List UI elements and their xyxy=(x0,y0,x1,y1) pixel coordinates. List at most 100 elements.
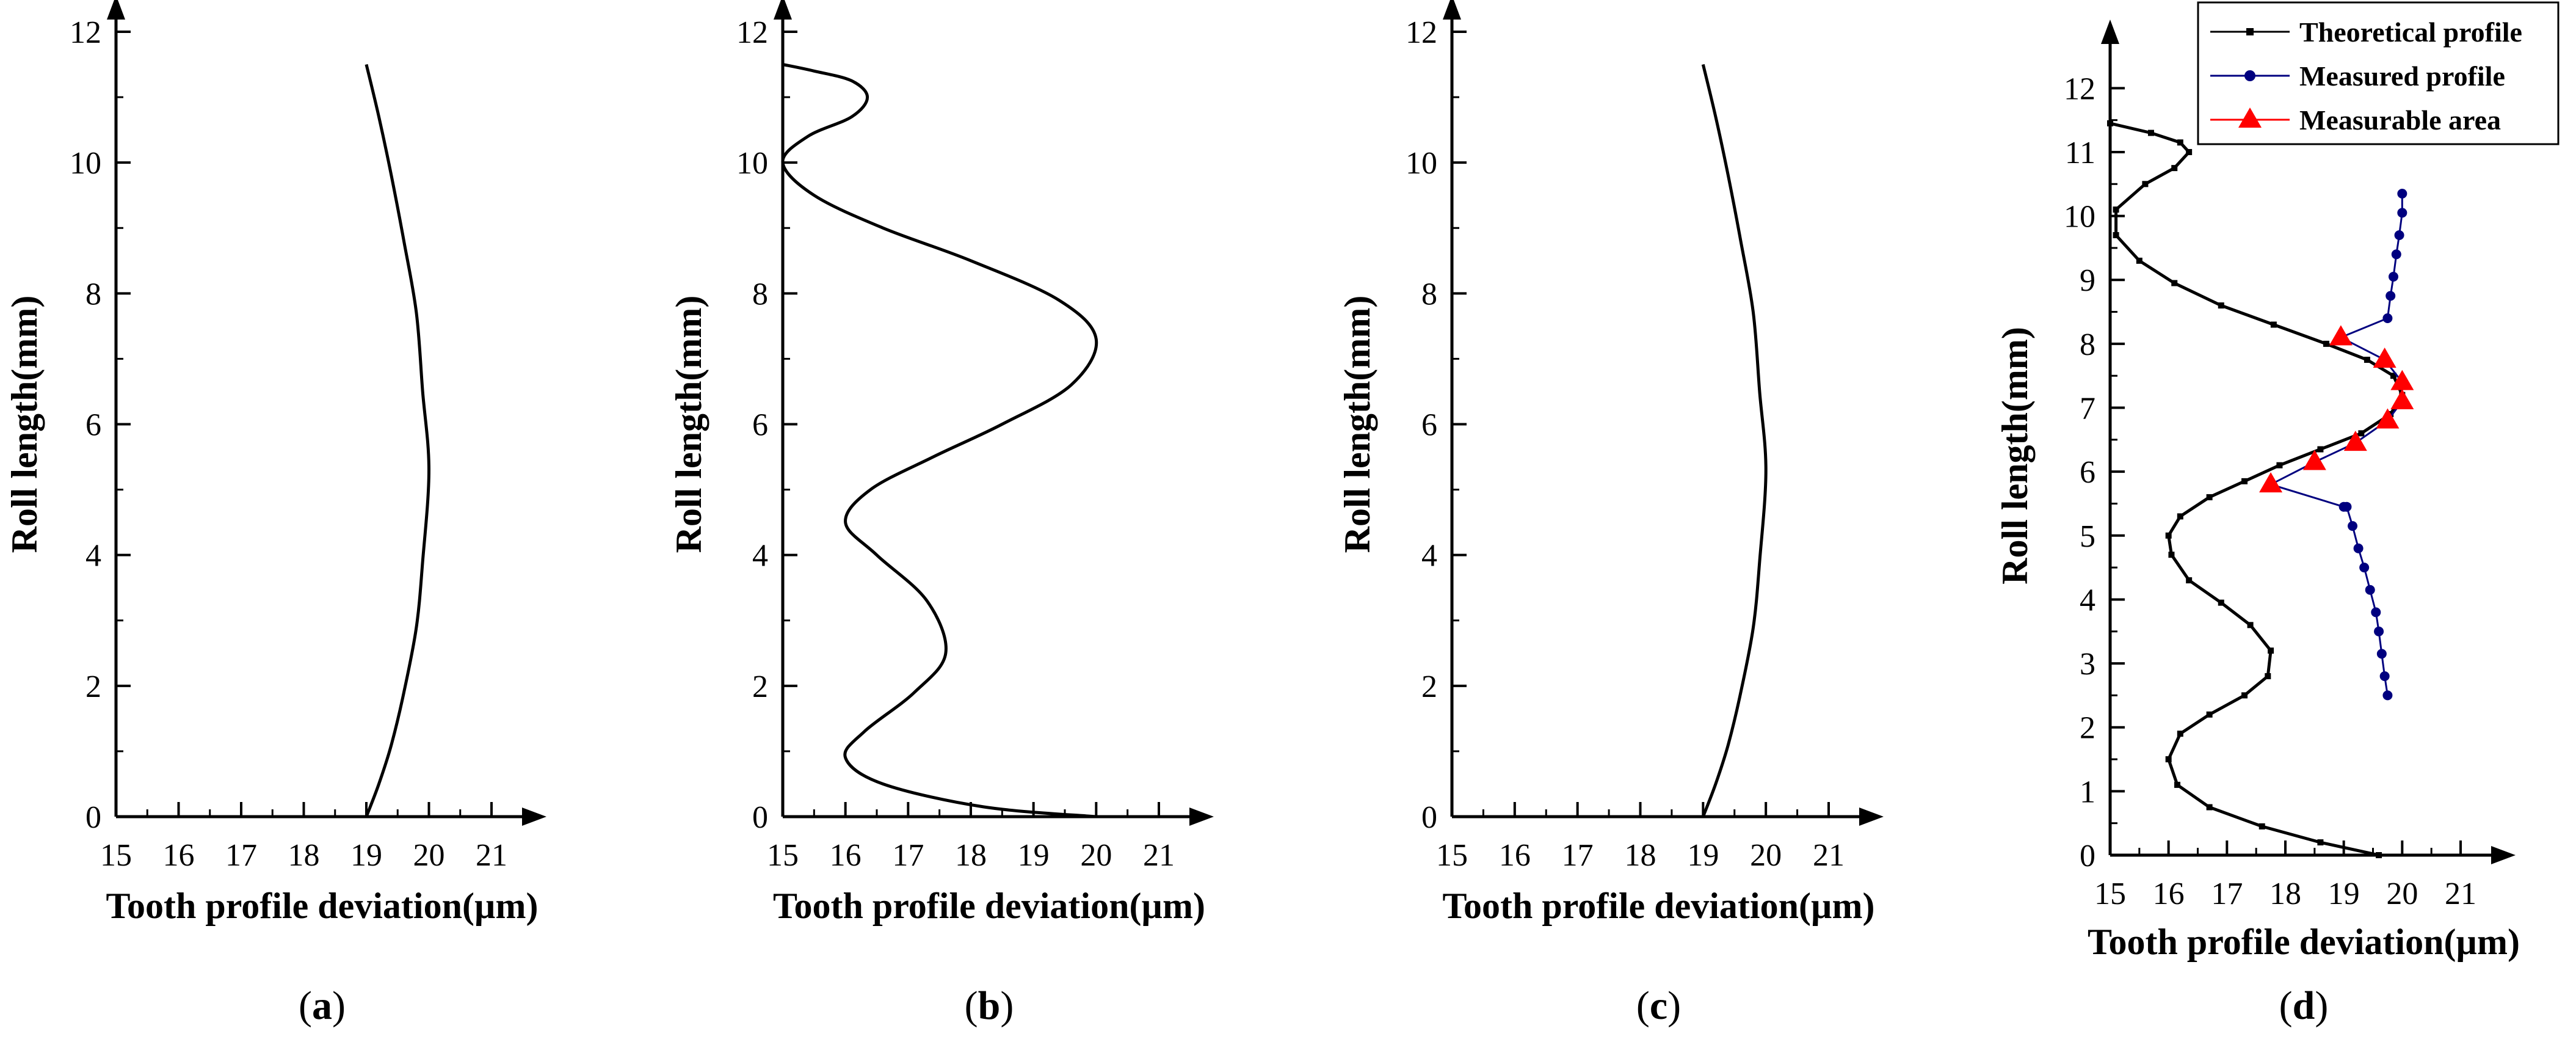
data-point-square xyxy=(2206,711,2213,718)
y-tick-label: 2 xyxy=(1421,669,1437,704)
data-point-triangle xyxy=(2376,408,2400,429)
y-tick-label: 4 xyxy=(752,539,768,574)
data-point-triangle xyxy=(2302,450,2326,470)
y-tick-label: 2 xyxy=(85,669,101,704)
x-tick-label: 21 xyxy=(2445,877,2476,911)
data-point-square xyxy=(2358,430,2365,437)
series-triangle xyxy=(2259,325,2414,493)
panel-label-close: ) xyxy=(2315,983,2328,1028)
x-tick-label: 18 xyxy=(955,838,987,873)
data-point-square xyxy=(2113,232,2119,238)
data-point-square xyxy=(2186,577,2193,584)
data-point-square xyxy=(2186,148,2193,155)
panel-label-letter: c xyxy=(1650,983,1667,1028)
y-tick-label: 6 xyxy=(752,408,768,443)
x-axis-arrow-icon xyxy=(522,808,546,826)
x-tick-label: 17 xyxy=(225,838,257,873)
data-point-square xyxy=(2268,647,2274,654)
data-point-square xyxy=(2241,478,2248,484)
x-axis-title: Tooth profile deviation(µm) xyxy=(773,886,1205,926)
x-tick-label: 16 xyxy=(830,838,862,873)
y-tick-label: 7 xyxy=(2080,392,2095,426)
x-tick-label: 16 xyxy=(1499,838,1531,873)
y-tick-label: 5 xyxy=(2080,519,2095,554)
panel-label-letter: d xyxy=(2293,983,2315,1028)
series-line xyxy=(365,64,431,817)
y-tick-label: 9 xyxy=(2080,263,2095,298)
data-point-square xyxy=(2390,373,2396,379)
panel-label-letter: a xyxy=(312,983,332,1028)
panel-label-open: ( xyxy=(299,983,312,1028)
data-point-triangle xyxy=(2390,389,2414,410)
y-tick-label: 3 xyxy=(2080,647,2095,682)
data-point-square xyxy=(2165,756,2172,763)
x-tick-label: 20 xyxy=(1080,838,1112,873)
y-tick-label: 6 xyxy=(2080,455,2095,490)
data-point-circle xyxy=(2359,563,2370,573)
panel-label-letter: b xyxy=(978,983,1001,1028)
data-point-circle xyxy=(2394,230,2404,240)
x-tick-label: 17 xyxy=(1562,838,1594,873)
data-point-triangle xyxy=(2373,348,2396,368)
data-point-circle xyxy=(2353,543,2364,553)
panel-label: (a) xyxy=(299,983,346,1028)
data-point-square xyxy=(2259,823,2265,829)
data-point-square xyxy=(2241,692,2248,699)
legend-marker-circle xyxy=(2244,70,2255,81)
y-axis-arrow-icon xyxy=(107,0,125,20)
x-tick-label: 17 xyxy=(2211,877,2243,911)
y-axis-arrow-icon xyxy=(1443,0,1461,20)
series-profile xyxy=(781,63,1098,818)
y-axis-arrow-icon xyxy=(774,0,792,20)
y-tick-label: 8 xyxy=(85,277,101,312)
series-profile xyxy=(1701,64,1768,817)
y-tick-label: 0 xyxy=(85,800,101,835)
x-tick-label: 19 xyxy=(1018,838,1050,873)
y-tick-label: 6 xyxy=(85,408,101,443)
y-tick-label: 8 xyxy=(2080,327,2095,362)
data-point-circle xyxy=(2397,188,2407,199)
data-point-triangle xyxy=(2259,472,2283,493)
legend-label: Measured profile xyxy=(2299,60,2505,92)
series-line xyxy=(781,63,1098,818)
data-point-square xyxy=(2168,552,2175,558)
data-point-square xyxy=(2147,129,2154,136)
y-tick-label: 4 xyxy=(1421,539,1437,574)
x-axis-arrow-icon xyxy=(2491,846,2516,864)
data-point-circle xyxy=(2386,291,2396,301)
data-point-square xyxy=(2113,206,2119,213)
data-point-square xyxy=(2317,839,2324,846)
data-point-square xyxy=(2317,446,2324,453)
y-tick-label: 12 xyxy=(1406,15,1437,50)
series-line xyxy=(2110,122,2404,857)
data-point-square xyxy=(2247,622,2254,629)
y-tick-label: 2 xyxy=(2080,711,2095,746)
data-point-square xyxy=(2177,731,2183,737)
legend-label: Measurable area xyxy=(2299,104,2501,136)
data-point-square xyxy=(2142,181,2149,188)
x-tick-label: 20 xyxy=(1750,838,1782,873)
series-profile xyxy=(365,64,431,817)
data-point-square xyxy=(2218,599,2224,606)
x-tick-label: 21 xyxy=(476,838,507,873)
data-point-circle xyxy=(2374,626,2384,636)
y-tick-label: 2 xyxy=(752,669,768,704)
data-point-square xyxy=(2177,513,2183,520)
panel-label-close: ) xyxy=(1667,983,1681,1028)
y-axis-arrow-icon xyxy=(2101,20,2119,44)
legend: Theoretical profile Measured profile Measu… xyxy=(2197,1,2560,145)
x-tick-label: 16 xyxy=(2153,877,2185,911)
x-tick-label: 17 xyxy=(892,838,924,873)
x-tick-label: 21 xyxy=(1143,838,1175,873)
chart-panel-b: 15 16 17 18 19 20 21 0 2 4 6 8 10 12 Tooth profile dev… xyxy=(669,0,1214,1028)
data-point-triangle xyxy=(2390,370,2414,390)
x-tick-label: 20 xyxy=(2386,877,2418,911)
data-point-circle xyxy=(2382,313,2393,324)
x-tick-label: 18 xyxy=(1625,838,1656,873)
data-point-square xyxy=(2177,139,2183,146)
data-point-circle xyxy=(2379,671,2390,682)
x-tick-label: 19 xyxy=(350,838,382,873)
x-tick-label: 19 xyxy=(1687,838,1719,873)
x-tick-label: 15 xyxy=(1436,838,1468,873)
legend-marker-square xyxy=(2246,28,2254,35)
